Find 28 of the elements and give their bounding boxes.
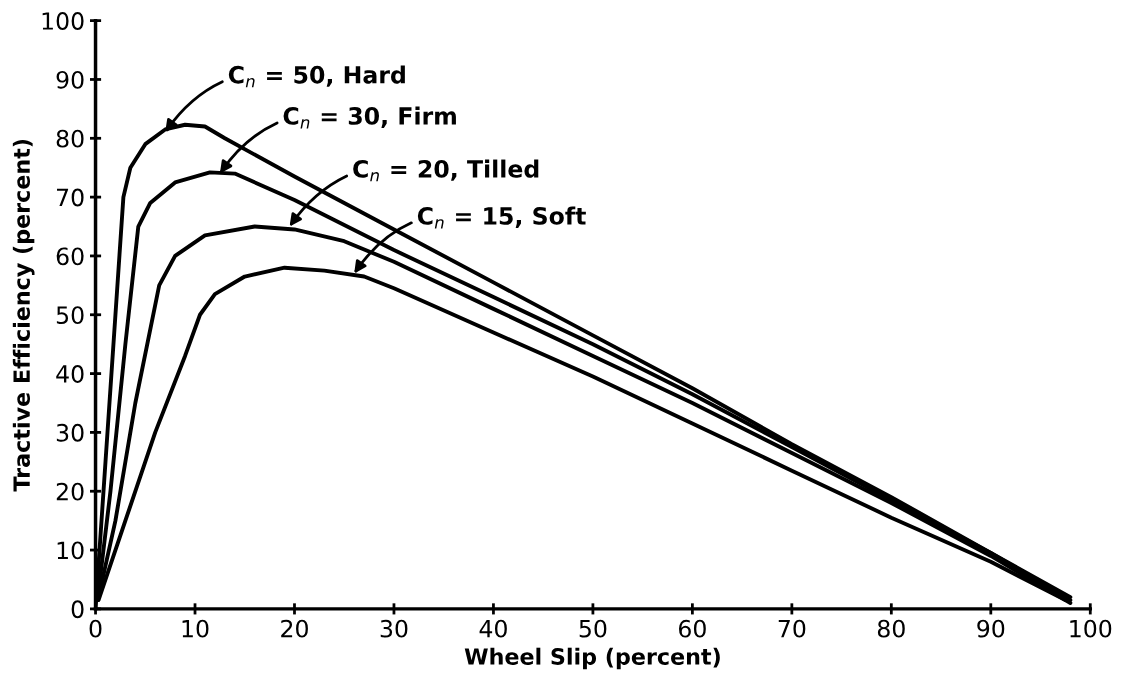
annotation: C$_{n}$ = 20, Tilled [353,159,539,182]
x-tick-label: 20 [281,619,308,638]
y-tick-label: 40 [56,365,84,383]
x-tick-label: 10 [182,619,209,638]
x-tick-label: 70 [778,619,806,638]
y-tick-label: 0 [71,600,84,619]
x-tick-label: 0 [89,619,102,638]
y-tick-label: 30 [56,423,84,442]
y-tick-label: 50 [56,306,84,325]
x-tick-label: 30 [380,619,408,638]
x-axis-title: Wheel Slip (percent) [464,647,720,670]
annotation: C$_{n}$ = 15, Soft [417,206,586,229]
annotation: C$_{n}$ = 30, Firm [283,106,456,129]
y-tick-label: 100 [42,12,84,30]
x-tick-label: 50 [579,619,607,638]
annotation: C$_{n}$ = 50, Hard [228,65,405,88]
y-tick-label: 60 [56,247,84,266]
x-tick-label: 60 [679,619,706,638]
x-tick-label: 40 [479,619,507,638]
y-tick-label: 90 [56,70,84,89]
y-tick-label: 20 [56,482,84,501]
y-tick-label: 10 [57,541,84,560]
x-tick-label: 80 [877,619,905,638]
x-tick-label: 90 [977,619,1005,638]
y-axis-title: Tractive Efficiency (percent) [12,139,35,492]
y-tick-label: 80 [56,129,84,148]
x-tick-label: 100 [1070,619,1112,638]
y-tick-label: 70 [57,188,84,207]
